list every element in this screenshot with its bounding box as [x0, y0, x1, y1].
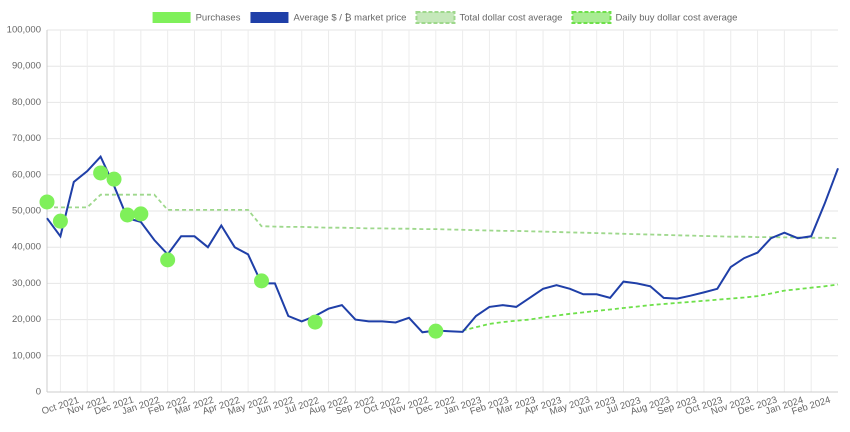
price-line	[46, 154, 839, 334]
legend-label: Purchases	[196, 13, 241, 24]
y-tick-label: 90,000	[12, 61, 41, 72]
y-tick-label: 100,000	[7, 25, 41, 36]
y-tick-label: 0	[36, 387, 41, 398]
purchase-point	[133, 206, 149, 222]
purchase-point	[160, 252, 176, 268]
y-tick-label: 20,000	[12, 314, 41, 325]
y-tick-label: 60,000	[12, 169, 41, 180]
legend-label: Average $ / ₿ market price	[293, 13, 406, 24]
average-line	[462, 283, 839, 332]
legend: Purchases Average $ / ₿ market price Total…	[152, 11, 737, 24]
purchase-point	[39, 194, 55, 210]
y-tick-label: 10,000	[12, 350, 41, 361]
legend-swatch	[152, 12, 191, 23]
legend-label: Daily buy dollar cost average	[615, 13, 737, 24]
purchase-point	[106, 171, 122, 187]
purchase-point	[52, 213, 68, 229]
purchase-point	[254, 273, 270, 289]
legend-label: Total dollar cost average	[459, 13, 562, 24]
purchase-point	[428, 323, 444, 339]
purchase-point	[307, 314, 323, 330]
y-tick-label: 40,000	[12, 242, 41, 253]
purchase-point	[93, 165, 109, 181]
y-tick-label: 70,000	[12, 133, 41, 144]
y-tick-label: 80,000	[12, 97, 41, 108]
legend-swatch	[250, 12, 289, 23]
legend-swatch	[415, 11, 456, 24]
legend-swatch	[571, 11, 612, 24]
average-line	[47, 193, 839, 240]
y-tick-label: 30,000	[12, 278, 41, 289]
purchase-point	[119, 207, 135, 223]
y-tick-label: 50,000	[12, 206, 41, 217]
